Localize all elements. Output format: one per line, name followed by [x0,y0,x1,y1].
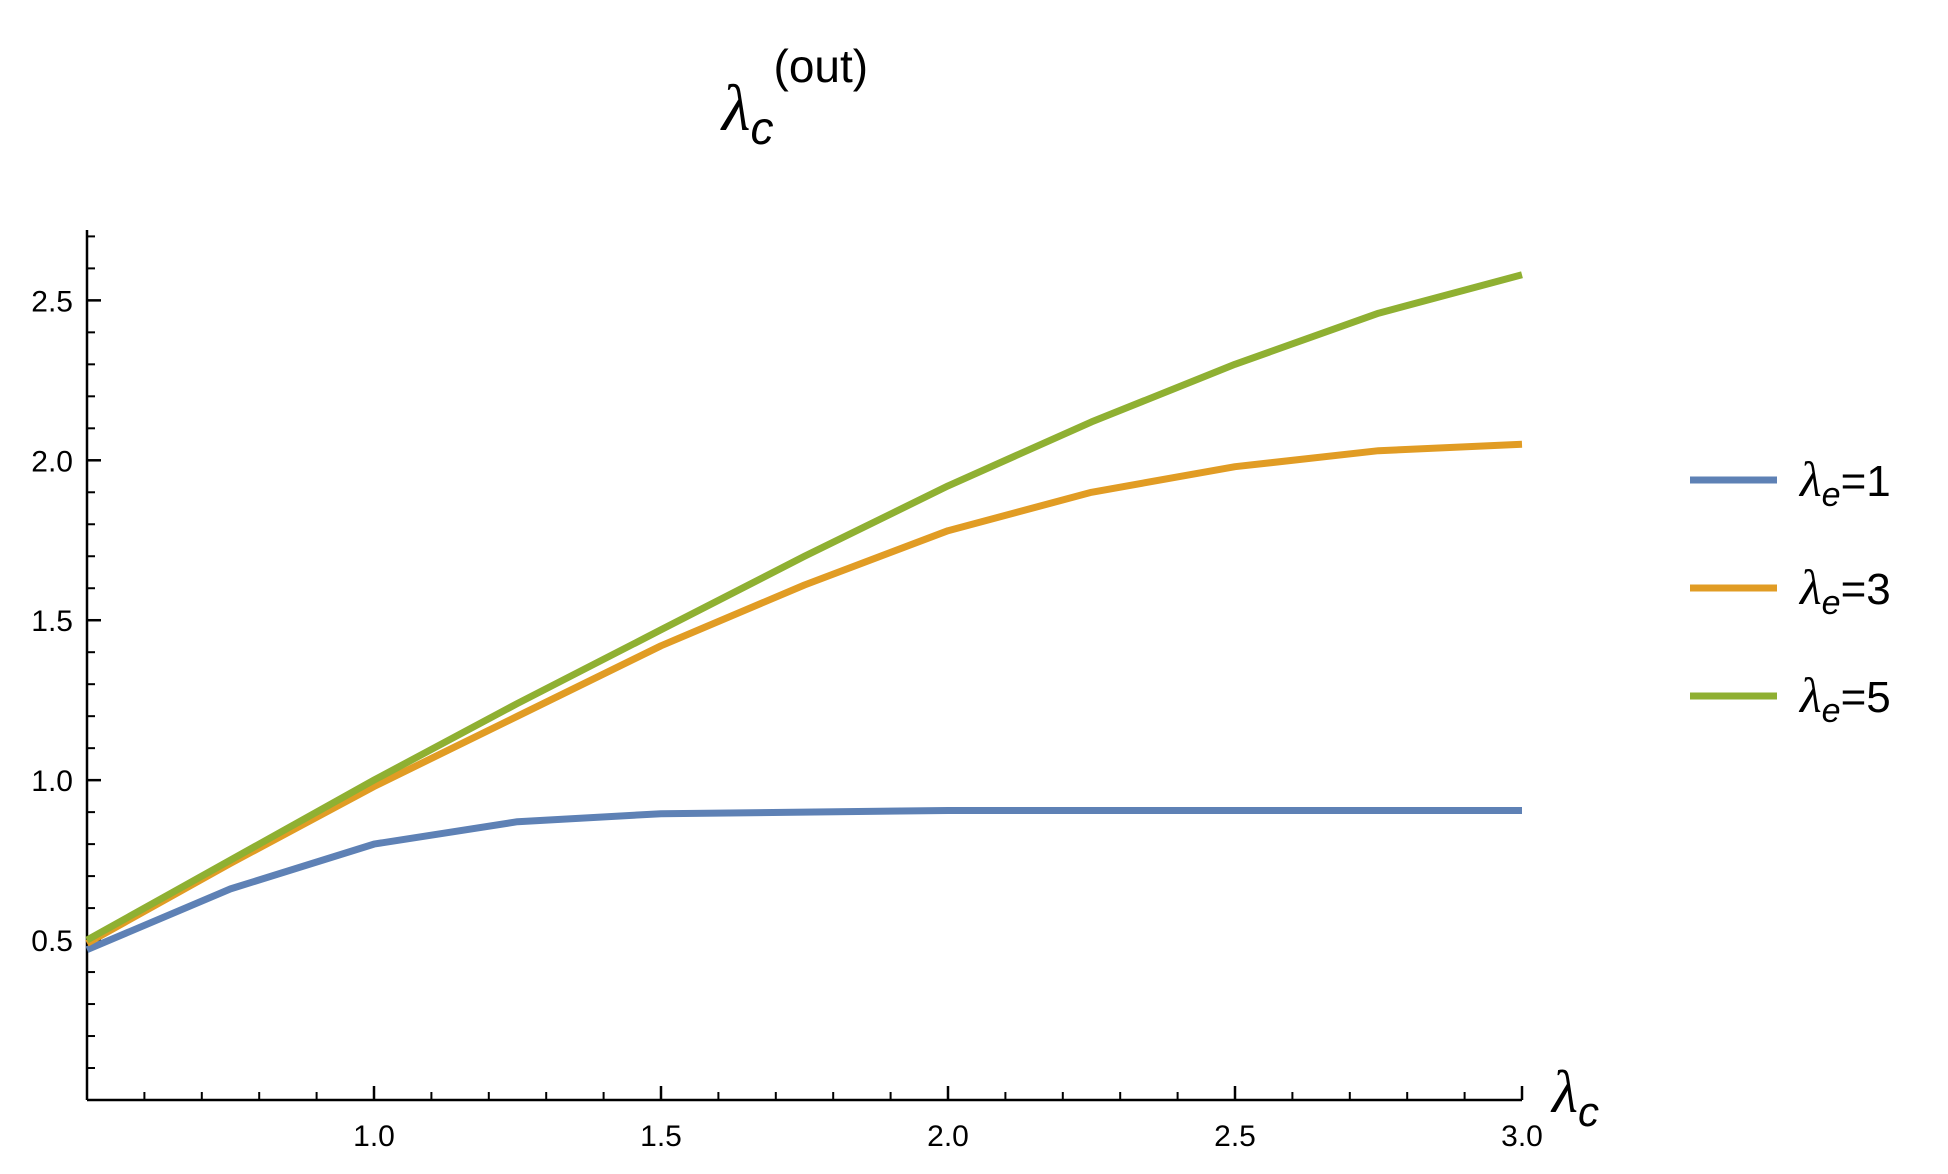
y-tick-label: 0.5 [31,925,73,958]
legend-label-value: =1 [1841,457,1891,506]
x-tick-label: 1.0 [353,1120,395,1153]
legend: λe=1λe=3λe=5 [1690,451,1891,730]
legend-label-1: λe=1 [1798,451,1891,514]
series-lines [85,271,1523,953]
legend-label-3: λe=5 [1798,667,1891,730]
plot-area: 1.0 1.5 2.0 2.5 3.0 0.5 1.0 1.5 2.0 2.5 [31,230,1543,1153]
x-axis-label: λc [1550,1059,1599,1135]
chart-title-superscript: (out) [774,40,869,92]
legend-label-subscript: e [1822,692,1841,730]
x-axis-label-subscript: c [1578,1088,1599,1135]
x-ticks: 1.0 1.5 2.0 2.5 3.0 [86,1086,1543,1153]
x-axis-label-symbol: λ [1550,1059,1578,1125]
x-tick-label: 1.5 [640,1120,682,1153]
legend-label-symbol: λ [1798,559,1822,615]
chart-title-symbol: λ [720,72,751,145]
y-tick-label: 1.5 [31,605,73,638]
legend-label-2: λe=3 [1798,559,1891,622]
y-tick-label: 2.5 [31,285,73,318]
legend-label-subscript: e [1822,476,1841,514]
series-line-1 [85,807,1522,953]
chart-title-subscript: c [751,102,774,154]
x-tick-label: 2.5 [1214,1120,1256,1153]
legend-label-symbol: λ [1798,451,1822,507]
y-tick-label: 1.0 [31,765,73,798]
legend-label-value: =3 [1841,565,1891,614]
legend-label-subscript: e [1822,584,1841,622]
legend-label-value: =5 [1841,673,1891,722]
series-line-3 [85,271,1523,944]
series-line-2 [85,440,1523,947]
legend-label-symbol: λ [1798,667,1822,723]
x-tick-label: 3.0 [1501,1120,1543,1153]
y-tick-label: 2.0 [31,445,73,478]
chart-title: λc(out) [720,40,868,154]
x-tick-label: 2.0 [927,1120,969,1153]
y-ticks: 0.5 1.0 1.5 2.0 2.5 [31,235,101,1070]
